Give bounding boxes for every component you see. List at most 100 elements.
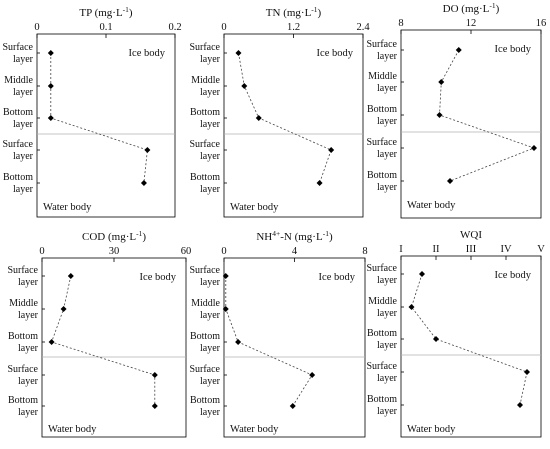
plot-frame	[223, 33, 364, 218]
data-point	[222, 306, 229, 312]
x-tick-label: 0.1	[99, 22, 112, 33]
data-point	[241, 83, 248, 89]
water-body-label: Water body	[230, 202, 279, 213]
row-label: Surface layer	[366, 361, 397, 384]
x-tick-label: 0	[221, 22, 226, 33]
x-tick-label: 0	[39, 246, 44, 257]
data-point	[255, 115, 262, 121]
data-point	[47, 50, 54, 56]
ice-body-label: Ice body	[495, 270, 532, 281]
row-label: Bottom layer	[367, 170, 398, 193]
ice-body-label: Ice body	[495, 44, 532, 55]
plot-frame	[400, 29, 542, 219]
x-tick-label: 30	[109, 246, 120, 257]
row-label: Bottom layer	[190, 107, 221, 130]
data-point	[455, 47, 462, 53]
data-point	[289, 403, 296, 409]
x-tick-label: V	[537, 244, 545, 255]
data-point	[524, 369, 530, 375]
x-tick-label: 0	[34, 22, 39, 33]
row-label: Surface layer	[366, 137, 397, 160]
plot-frame	[36, 33, 176, 218]
profile-line	[50, 53, 148, 184]
water-body-label: Water body	[407, 424, 456, 435]
chart-title: DO (mg·L-1)	[443, 1, 500, 15]
row-label: Bottom layer	[367, 328, 398, 351]
row-label: Surface layer	[189, 42, 220, 65]
data-point	[47, 115, 54, 121]
data-point	[47, 83, 54, 89]
chart-title: NH4+-N (mg·L-1)	[256, 229, 333, 243]
x-tick-label: IV	[500, 244, 511, 255]
data-point	[438, 79, 445, 85]
row-label: Middle layer	[368, 296, 398, 319]
data-point	[235, 50, 242, 56]
row-label: Middle layer	[4, 75, 34, 98]
profile-line	[51, 275, 156, 406]
data-point	[419, 271, 425, 277]
water-body-label: Water body	[48, 424, 97, 435]
row-label: Surface layer	[2, 42, 33, 65]
ice-body-label: Ice body	[140, 272, 177, 283]
row-label: Bottom layer	[8, 395, 39, 418]
row-label: Bottom layer	[367, 394, 398, 417]
data-point	[433, 336, 439, 342]
data-point	[309, 372, 316, 378]
row-label: Bottom layer	[190, 395, 221, 418]
data-point	[316, 180, 323, 186]
x-tick-label: 8	[362, 246, 367, 257]
data-point	[531, 145, 537, 151]
ice-body-label: Ice body	[317, 48, 354, 59]
x-tick-label: 12	[466, 18, 477, 29]
row-label: Surface layer	[366, 39, 397, 62]
data-point	[151, 403, 158, 409]
chart-title: TP (mg·L-1)	[79, 5, 133, 19]
panel-5: NH4+-N (mg·L-1) 0 4 8 Surface layer Middle laye…	[189, 229, 368, 438]
row-label: Bottom layer	[3, 172, 34, 195]
x-tick-label: II	[433, 244, 440, 255]
data-point	[67, 273, 74, 279]
data-point	[235, 339, 242, 345]
row-label: Surface layer	[189, 139, 220, 162]
row-label: Middle layer	[9, 298, 39, 321]
ice-body-label: Ice body	[319, 272, 356, 283]
x-tick-label: III	[466, 244, 477, 255]
chart-title: WQI	[460, 229, 482, 241]
row-label: Middle layer	[191, 298, 221, 321]
row-label: Surface layer	[2, 139, 33, 162]
water-body-label: Water body	[407, 200, 456, 211]
x-tick-label: 2.4	[356, 22, 370, 33]
panel-1: TP (mg·L-1) 0 0.1 0.2 Surface layer Middle laye…	[2, 5, 182, 218]
plot-frame	[41, 257, 187, 438]
data-point	[517, 402, 523, 408]
data-point	[408, 304, 415, 310]
x-tick-label: 60	[181, 246, 192, 257]
x-tick-label: 16	[536, 18, 547, 29]
panel-3: DO (mg·L-1) 8 12 16 Surface layer Middle layer B…	[366, 1, 547, 219]
row-label: Bottom layer	[3, 107, 34, 130]
data-point	[140, 180, 147, 186]
data-point	[151, 372, 158, 378]
x-tick-label: I	[399, 244, 403, 255]
x-tick-label: 0	[221, 246, 226, 257]
row-label: Surface layer	[7, 265, 38, 288]
plot-frame	[223, 257, 366, 438]
profile-line	[238, 52, 332, 184]
water-body-label: Water body	[43, 202, 92, 213]
data-point	[328, 147, 335, 153]
plot-frame	[400, 255, 542, 438]
data-point	[144, 147, 151, 153]
x-tick-label: 1.2	[287, 22, 300, 33]
profile-line	[439, 49, 536, 182]
profile-line	[411, 273, 528, 406]
row-label: Surface layer	[189, 265, 220, 288]
row-label: Surface layer	[189, 364, 220, 387]
panel-4: COD (mg·L-1) 0 30 60 Surface layer Middle layer…	[7, 229, 192, 438]
data-point	[436, 112, 443, 118]
row-label: Surface layer	[7, 364, 38, 387]
row-label: Middle layer	[368, 71, 398, 94]
data-point	[447, 178, 453, 184]
row-label: Bottom layer	[8, 331, 39, 354]
row-label: Bottom layer	[190, 172, 221, 195]
